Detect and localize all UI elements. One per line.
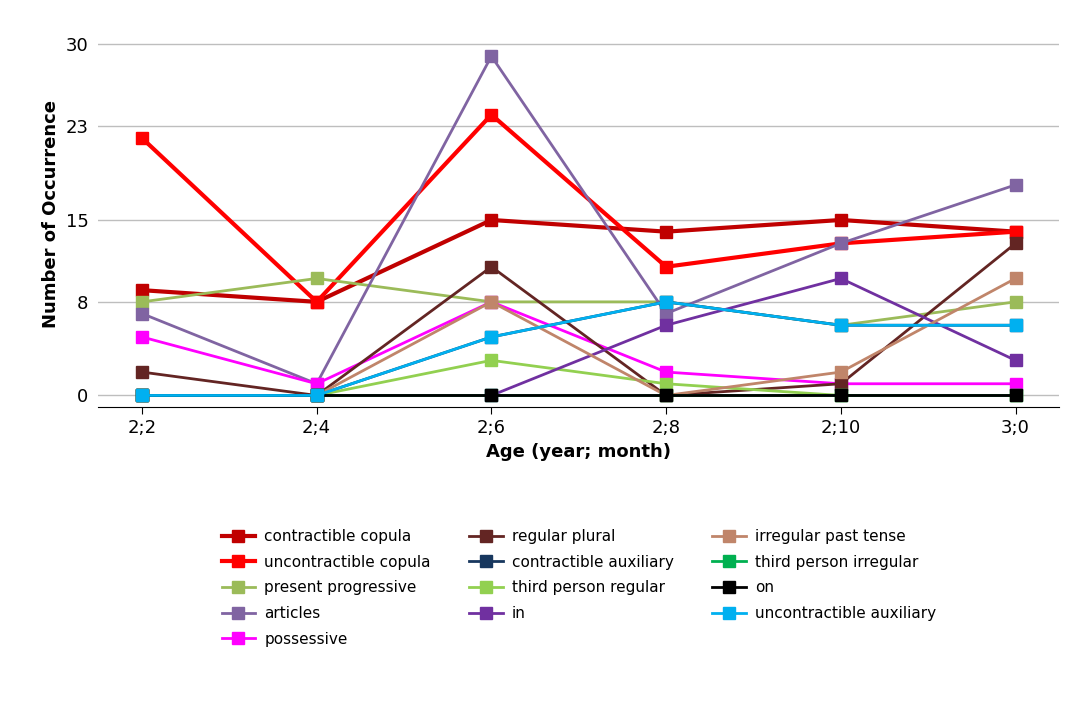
uncontractible copula: [660, 263, 673, 271]
X-axis label: Age (year; month): Age (year; month): [486, 442, 672, 461]
uncontractible auxiliary: [310, 391, 323, 399]
regular plural: [135, 368, 149, 376]
contractible auxiliary: [310, 391, 323, 399]
regular plural: [834, 380, 847, 388]
Line: regular plural: regular plural: [136, 238, 1021, 401]
third person regular: [485, 356, 498, 364]
irregular past tense: [1009, 274, 1022, 283]
irregular past tense: [485, 298, 498, 306]
Line: present progressive: present progressive: [136, 273, 1021, 331]
Line: in: in: [136, 273, 1021, 401]
third person irregular: [660, 391, 673, 399]
irregular past tense: [834, 368, 847, 376]
in: [834, 274, 847, 283]
in: [135, 391, 149, 399]
regular plural: [660, 391, 673, 399]
contractible copula: [660, 227, 673, 236]
present progressive: [834, 321, 847, 329]
Y-axis label: Number of Occurrence: Number of Occurrence: [41, 100, 60, 328]
possessive: [1009, 380, 1022, 388]
contractible auxiliary: [485, 333, 498, 341]
Line: contractible auxiliary: contractible auxiliary: [136, 296, 1021, 401]
on: [310, 391, 323, 399]
articles: [485, 52, 498, 60]
Line: articles: articles: [136, 51, 1021, 390]
on: [1009, 391, 1022, 399]
present progressive: [310, 274, 323, 283]
on: [834, 391, 847, 399]
uncontractible auxiliary: [485, 333, 498, 341]
contractible copula: [310, 298, 323, 306]
in: [1009, 356, 1022, 364]
uncontractible copula: [310, 298, 323, 306]
contractible copula: [834, 216, 847, 224]
Line: third person irregular: third person irregular: [136, 390, 1021, 401]
irregular past tense: [135, 391, 149, 399]
present progressive: [660, 298, 673, 306]
in: [310, 391, 323, 399]
uncontractible auxiliary: [834, 321, 847, 329]
third person regular: [310, 391, 323, 399]
articles: [135, 310, 149, 318]
Line: possessive: possessive: [136, 296, 1021, 390]
present progressive: [135, 298, 149, 306]
regular plural: [310, 391, 323, 399]
contractible copula: [1009, 227, 1022, 236]
articles: [310, 380, 323, 388]
in: [660, 321, 673, 329]
third person regular: [660, 380, 673, 388]
uncontractible copula: [135, 134, 149, 143]
Line: on: on: [136, 390, 1021, 401]
Line: irregular past tense: irregular past tense: [136, 273, 1021, 401]
possessive: [834, 380, 847, 388]
uncontractible auxiliary: [660, 298, 673, 306]
regular plural: [485, 263, 498, 271]
third person irregular: [1009, 391, 1022, 399]
uncontractible auxiliary: [1009, 321, 1022, 329]
Line: uncontractible copula: uncontractible copula: [136, 109, 1021, 307]
articles: [660, 310, 673, 318]
on: [135, 391, 149, 399]
contractible copula: [135, 286, 149, 294]
uncontractible copula: [834, 239, 847, 248]
contractible auxiliary: [834, 321, 847, 329]
articles: [1009, 180, 1022, 189]
third person irregular: [834, 391, 847, 399]
Line: uncontractible auxiliary: uncontractible auxiliary: [136, 296, 1021, 401]
contractible auxiliary: [660, 298, 673, 306]
third person regular: [1009, 391, 1022, 399]
third person regular: [834, 391, 847, 399]
possessive: [660, 368, 673, 376]
Line: third person regular: third person regular: [136, 355, 1021, 401]
third person irregular: [135, 391, 149, 399]
contractible copula: [485, 216, 498, 224]
possessive: [310, 380, 323, 388]
third person irregular: [485, 391, 498, 399]
Line: contractible copula: contractible copula: [136, 214, 1021, 307]
third person irregular: [310, 391, 323, 399]
uncontractible copula: [485, 110, 498, 119]
Legend: contractible copula, uncontractible copula, present progressive, articles, posse: contractible copula, uncontractible copu…: [215, 523, 942, 653]
in: [485, 391, 498, 399]
articles: [834, 239, 847, 248]
uncontractible auxiliary: [135, 391, 149, 399]
uncontractible copula: [1009, 227, 1022, 236]
present progressive: [485, 298, 498, 306]
contractible auxiliary: [135, 391, 149, 399]
possessive: [135, 333, 149, 341]
present progressive: [1009, 298, 1022, 306]
third person regular: [135, 391, 149, 399]
contractible auxiliary: [1009, 321, 1022, 329]
irregular past tense: [660, 391, 673, 399]
possessive: [485, 298, 498, 306]
regular plural: [1009, 239, 1022, 248]
on: [485, 391, 498, 399]
irregular past tense: [310, 391, 323, 399]
on: [660, 391, 673, 399]
